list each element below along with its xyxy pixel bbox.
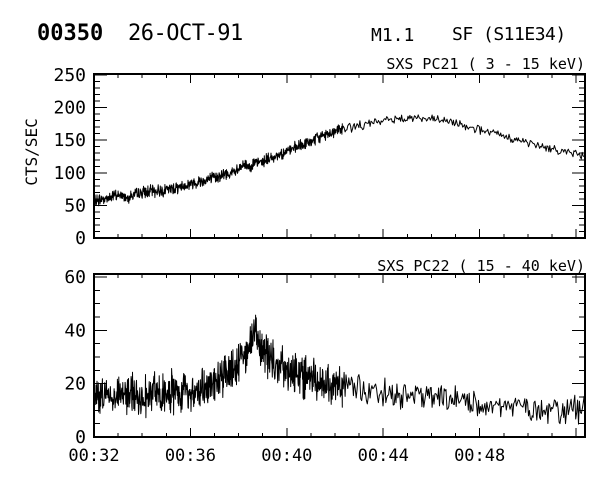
goes-class: M1.1 [371, 25, 415, 46]
pc22-title: SXS PC22 ( 15 - 40 keV) [377, 257, 585, 275]
pc21-frame [93, 73, 586, 239]
pc22-trace [93, 314, 586, 425]
pc21-title: SXS PC21 ( 3 - 15 keV) [386, 55, 585, 73]
y-tick-label: 0 [75, 427, 86, 448]
x-tick-label: 00:32 [68, 446, 119, 466]
x-tick-label: 00:40 [261, 446, 312, 466]
y-tick-label: 20 [64, 374, 86, 395]
event-id: 00350 [37, 21, 104, 46]
y-tick-label: 250 [53, 65, 86, 86]
y-tick-label: 60 [64, 267, 86, 288]
y-tick-label: 100 [53, 163, 86, 184]
x-tick-label: 00:44 [358, 446, 409, 466]
event-date: 26-OCT-91 [128, 21, 243, 46]
y-tick-label: 150 [53, 130, 86, 151]
pc22-frame [93, 273, 586, 438]
x-tick-label: 00:36 [165, 446, 216, 466]
y-axis-label-cts-sec: CTS/SEC [22, 118, 41, 185]
x-tick-label: 00:48 [454, 446, 505, 466]
y-tick-label: 50 [64, 195, 86, 216]
flare-class: SF (S11E34) [452, 24, 566, 45]
y-tick-label: 0 [75, 228, 86, 249]
y-tick-label: 200 [53, 98, 86, 119]
plot-frames-and-traces: 0 50 100 150 200 250 0 20 40 60 00:32 00:36 00:40 00:… [53, 65, 586, 466]
pc21-trace [93, 114, 586, 207]
y-tick-label: 40 [64, 320, 86, 341]
